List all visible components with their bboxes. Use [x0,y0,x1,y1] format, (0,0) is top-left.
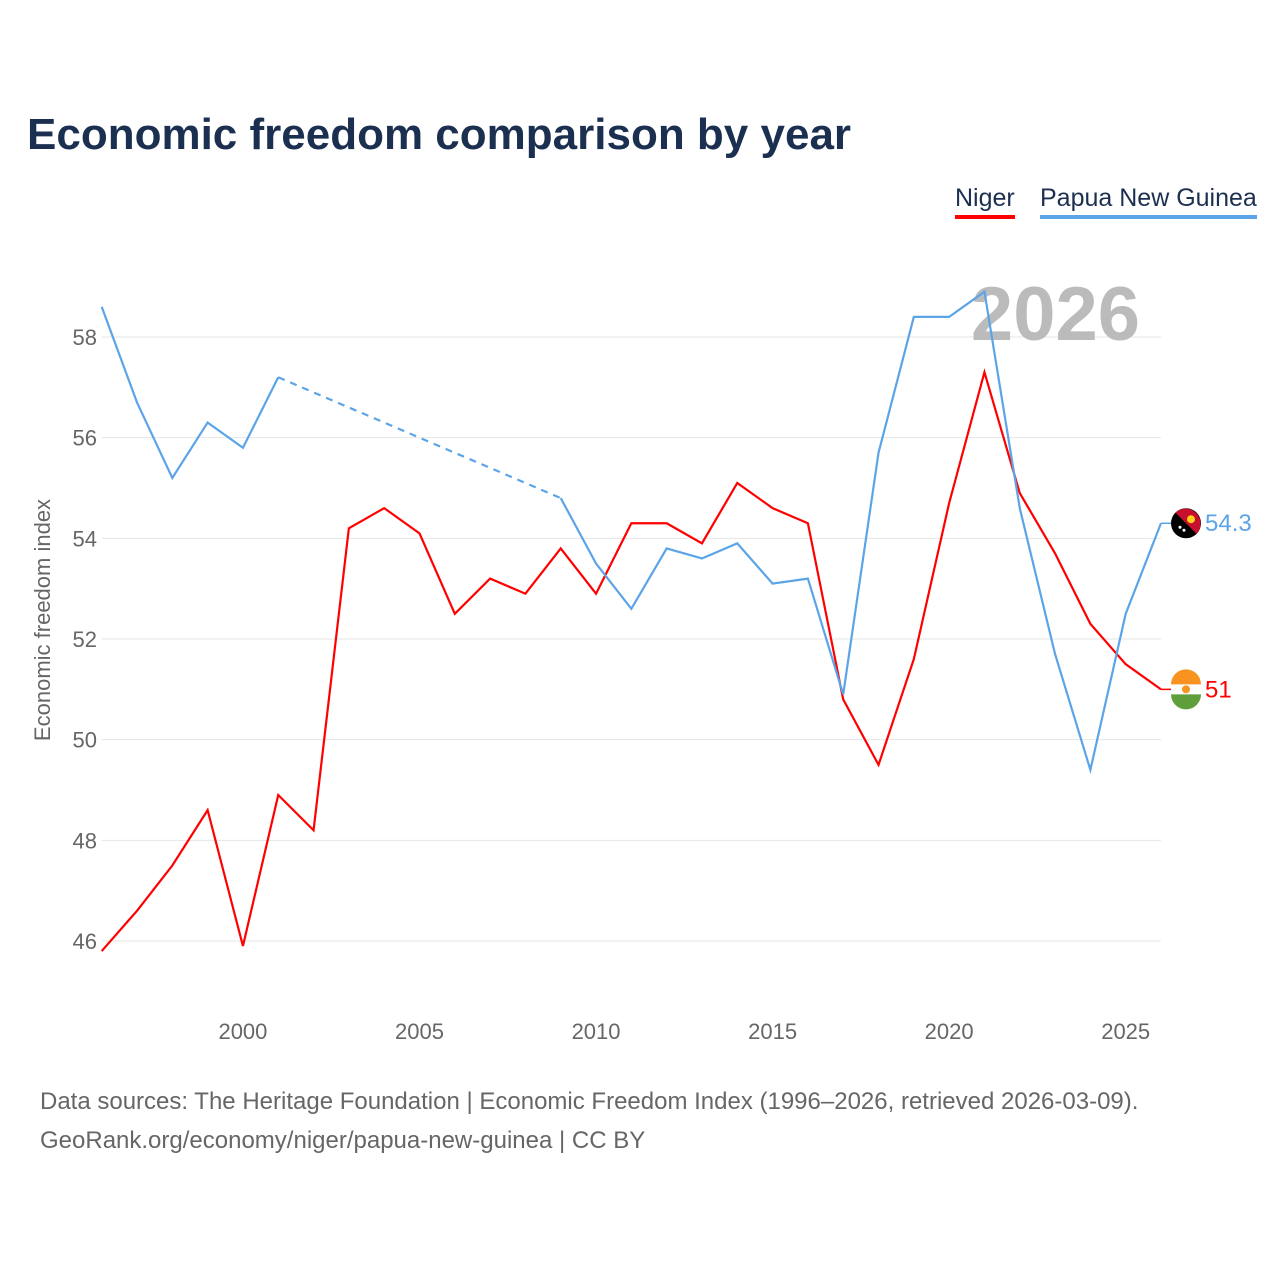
x-tick-label: 2015 [748,1019,797,1044]
niger-flag-icon [1171,669,1201,710]
x-tick-label: 2005 [395,1019,444,1044]
series-line-1 [559,289,1163,775]
chart-title: Economic freedom comparison by year [27,110,852,159]
footer-link[interactable]: GeoRank.org/economy/niger/papua-new-guin… [40,1127,646,1154]
y-tick-label: 50 [73,728,97,753]
series-line-1 [100,306,280,481]
y-tick-label: 48 [73,828,97,853]
y-tick-label: 56 [73,426,97,451]
y-axis-label: Economic freedom index [30,499,55,741]
legend-niger[interactable]: Niger [955,184,1015,219]
x-tick-label: 2025 [1101,1019,1150,1044]
y-tick-label: 58 [73,325,97,350]
year-watermark: 2026 [971,272,1140,357]
papua-new-guinea-flag-icon [1171,508,1201,539]
x-tick-label: 2020 [925,1019,974,1044]
x-tick-label: 2000 [218,1019,267,1044]
series-line-0 [100,368,1162,952]
footer-sources: Data sources: The Heritage Foundation | … [40,1088,1139,1115]
end-value-label: 51 [1205,676,1232,703]
y-tick-label: 52 [73,627,97,652]
y-tick-label: 46 [73,929,97,954]
end-value-label: 54.3 [1205,510,1252,537]
legend-papua-new-guinea[interactable]: Papua New Guinea [1040,184,1257,219]
x-tick-label: 2010 [572,1019,621,1044]
y-tick-label: 54 [73,526,97,551]
